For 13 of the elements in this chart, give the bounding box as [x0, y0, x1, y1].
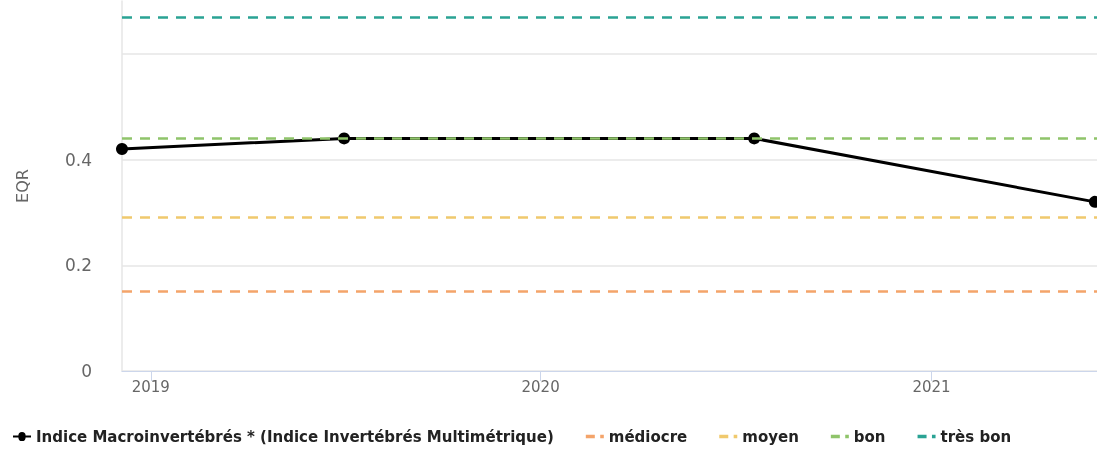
point — [116, 143, 128, 155]
legend-label: bon — [853, 427, 886, 446]
x-tick-label: 2020 — [521, 377, 560, 396]
x-tick-label: 2021 — [912, 377, 951, 396]
legend-label: très bon — [940, 427, 1012, 446]
y-tick-label: 0 — [81, 361, 92, 381]
x-tick-label: 2019 — [131, 377, 170, 396]
y-tick-label: 0.4 — [64, 149, 92, 170]
y-tick-label: 0.2 — [64, 255, 92, 276]
legend-label: Indice Macroinvertébrés * (Indice Invertébrés Multimétrique) — [36, 427, 554, 446]
legend-label: médiocre — [608, 427, 688, 446]
y-axis-title: EQR — [12, 169, 32, 203]
legend-label: moyen — [742, 427, 799, 446]
